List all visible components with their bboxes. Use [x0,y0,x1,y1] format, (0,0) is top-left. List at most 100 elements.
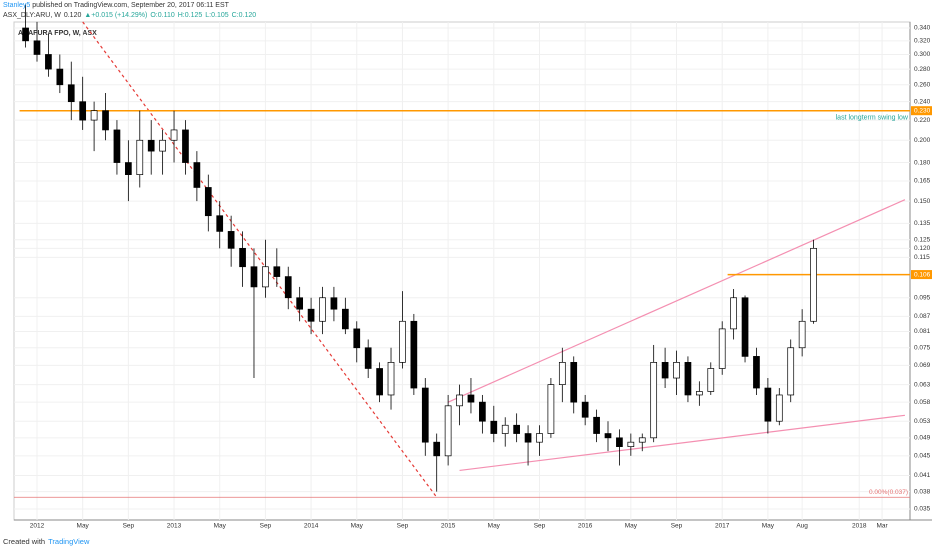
candle-body [330,297,338,310]
candle-body [204,187,212,217]
candle-body [170,129,178,141]
y-tick-label: 0.063 [914,381,931,388]
candle-body [227,231,235,249]
candle-body [90,110,98,121]
x-tick-label: 2015 [441,523,456,530]
y-tick-label: 0.280 [914,66,931,73]
y-tick-label: 0.240 [914,98,931,105]
y-tick-label: 0.095 [914,294,931,301]
footer: Created with TradingView [3,537,92,546]
candle-body [524,433,532,443]
candle-body [616,437,623,447]
candle-body [673,362,680,379]
candle-body [536,433,543,443]
candle-body [22,27,29,42]
x-tick-label: Sep [260,523,272,530]
y-tick-label: 0.150 [914,198,931,205]
candle-body [650,362,658,439]
candle-body [490,420,498,434]
candle-body [730,297,737,330]
publish-line: Stanley5 published on TradingView.com, Se… [3,2,232,9]
candle-body [79,101,87,121]
candle-body [113,129,121,163]
candle-body [433,441,441,457]
ohlc-high: H:0.125 [177,12,203,19]
price-tag-label: 0.230 [914,107,931,114]
x-tick-label: May [625,523,638,530]
trendline [82,21,438,498]
x-tick-label: 2014 [304,523,319,530]
candle-body [376,368,383,396]
y-tick-label: 0.049 [914,435,931,442]
candle-body [581,401,589,418]
candle-body [501,424,509,434]
brand[interactable]: TradingView [48,537,90,546]
x-tick-label: May [77,523,90,530]
candle-body [661,362,669,379]
price-tag [911,270,932,280]
candle-body [558,362,566,385]
y-tick-label: 0.087 [914,313,931,320]
ohlc-close: C:0.120 [231,12,257,19]
last-price: 0.120 [63,12,82,19]
y-tick-label: 0.075 [914,344,931,351]
y-tick-label: 0.069 [914,362,931,369]
y-tick-label: 0.320 [914,38,931,45]
candle-body [479,401,486,422]
candle-body [467,394,475,403]
candle-body [753,356,760,389]
y-tick-label: 0.260 [914,81,931,88]
candle-body [456,394,463,407]
y-tick-label: 0.220 [914,117,931,124]
candle-body [421,387,429,443]
y-tick-label: 0.045 [914,453,931,460]
candle-body [239,247,246,268]
y-tick-label: 0.200 [914,137,931,144]
candle-body [136,139,144,175]
x-tick-label: May [214,523,227,530]
y-tick-label: 0.135 [914,220,931,227]
y-tick-label: 0.300 [914,51,931,58]
x-tick-label: May [488,523,501,530]
ohlc-open: O:0.110 [150,12,175,19]
candle-body [45,54,52,70]
x-tick-label: 2017 [715,523,730,530]
y-tick-label: 0.058 [914,399,931,406]
author: Stanley5 [3,2,31,9]
ohlc-low: L:0.105 [205,12,229,19]
y-tick-label: 0.081 [914,328,931,335]
x-tick-label: 2012 [30,523,45,530]
candle-body [147,139,155,152]
y-tick-label: 0.041 [914,472,931,479]
candle-body [364,347,372,369]
candle-body [216,215,224,232]
price-tag [911,106,932,116]
candle-body [707,368,715,392]
published: published on TradingView.com, September … [32,2,229,9]
y-tick-label: 0.180 [914,159,931,166]
candle-body [125,162,132,175]
x-tick-label: May [351,523,364,530]
candle-body [593,416,600,434]
candle-body [353,328,361,349]
candle-body [182,129,189,163]
candle-body [410,320,418,389]
x-tick-label: Sep [123,523,135,530]
candle-body [159,139,166,152]
candle-body [627,441,635,447]
candle-body [262,266,269,288]
y-tick-label: 0.053 [914,418,931,425]
y-tick-label: 0.038 [914,488,931,495]
x-tick-label: Sep [397,523,409,530]
candle-body [638,437,646,443]
candle-body [33,40,41,55]
x-tick-label: 2018 [852,523,867,530]
y-tick-label: 0.035 [914,506,931,513]
candle-body [387,362,395,396]
y-tick-label: 0.340 [914,25,931,32]
candle-body [296,297,304,310]
candle-body [56,68,64,86]
x-tick-label: 2016 [578,523,593,530]
x-tick-label: Mar [876,523,888,530]
